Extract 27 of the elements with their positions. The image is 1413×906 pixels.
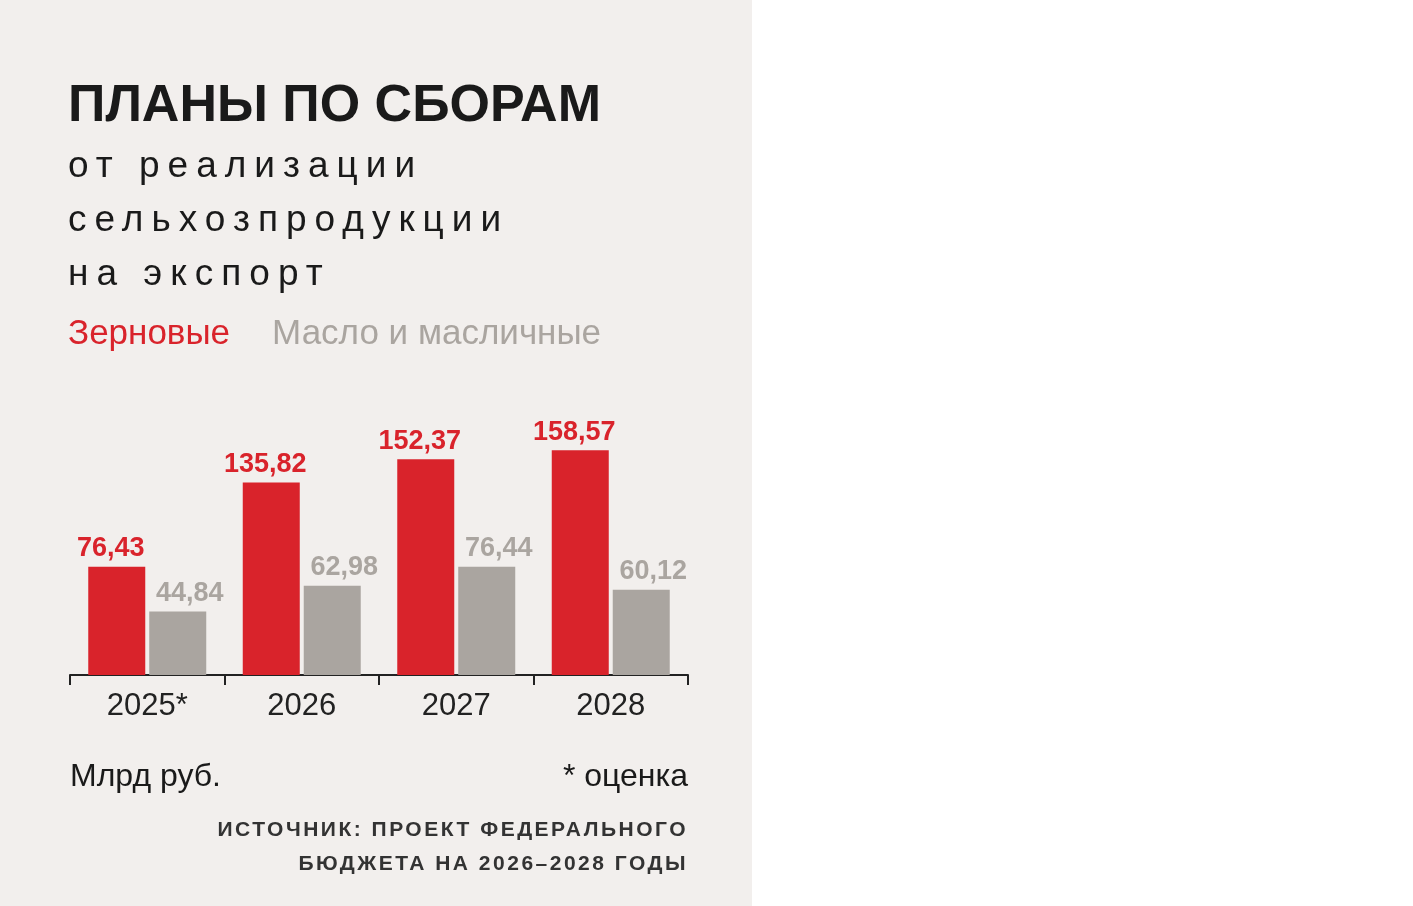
data-label: 152,37 — [378, 424, 462, 455]
bar — [551, 450, 609, 675]
x-tick-label: 2026 — [267, 687, 337, 722]
data-label: 76,43 — [76, 532, 145, 563]
text: Масло и масличные — [272, 312, 602, 352]
bar — [458, 566, 516, 675]
x-tick-label: 2027 — [421, 687, 491, 722]
bar — [242, 482, 300, 675]
text: ИСТОЧНИК: ПРОЕКТ ФЕДЕРАЛЬНОГО БЮДЖЕТА НА 2026–2028 ГОДЫ — [217, 816, 688, 876]
bar — [612, 589, 670, 675]
text: Млрд руб. — [70, 757, 221, 794]
data-label: 135,82 — [223, 448, 307, 479]
data-label: 158,57 — [532, 415, 616, 446]
bar — [303, 585, 361, 675]
x-tick-label: 2028 — [576, 687, 646, 722]
data-label: 76,44 — [464, 532, 533, 563]
bar — [149, 611, 207, 675]
chart-title: ПЛАНЫ ПО СБОРАМ — [68, 73, 602, 134]
bar — [88, 566, 146, 675]
text: * оценка — [562, 757, 688, 794]
bar — [397, 459, 455, 675]
chart-subtitle: от реализации сельхозпродукции на экспорт — [68, 143, 511, 295]
text: Зерновые — [68, 312, 231, 352]
x-tick-label: 2025* — [106, 687, 188, 722]
data-label: 62,98 — [310, 551, 379, 582]
data-label: 60,12 — [619, 555, 688, 586]
data-label: 44,84 — [155, 576, 224, 607]
